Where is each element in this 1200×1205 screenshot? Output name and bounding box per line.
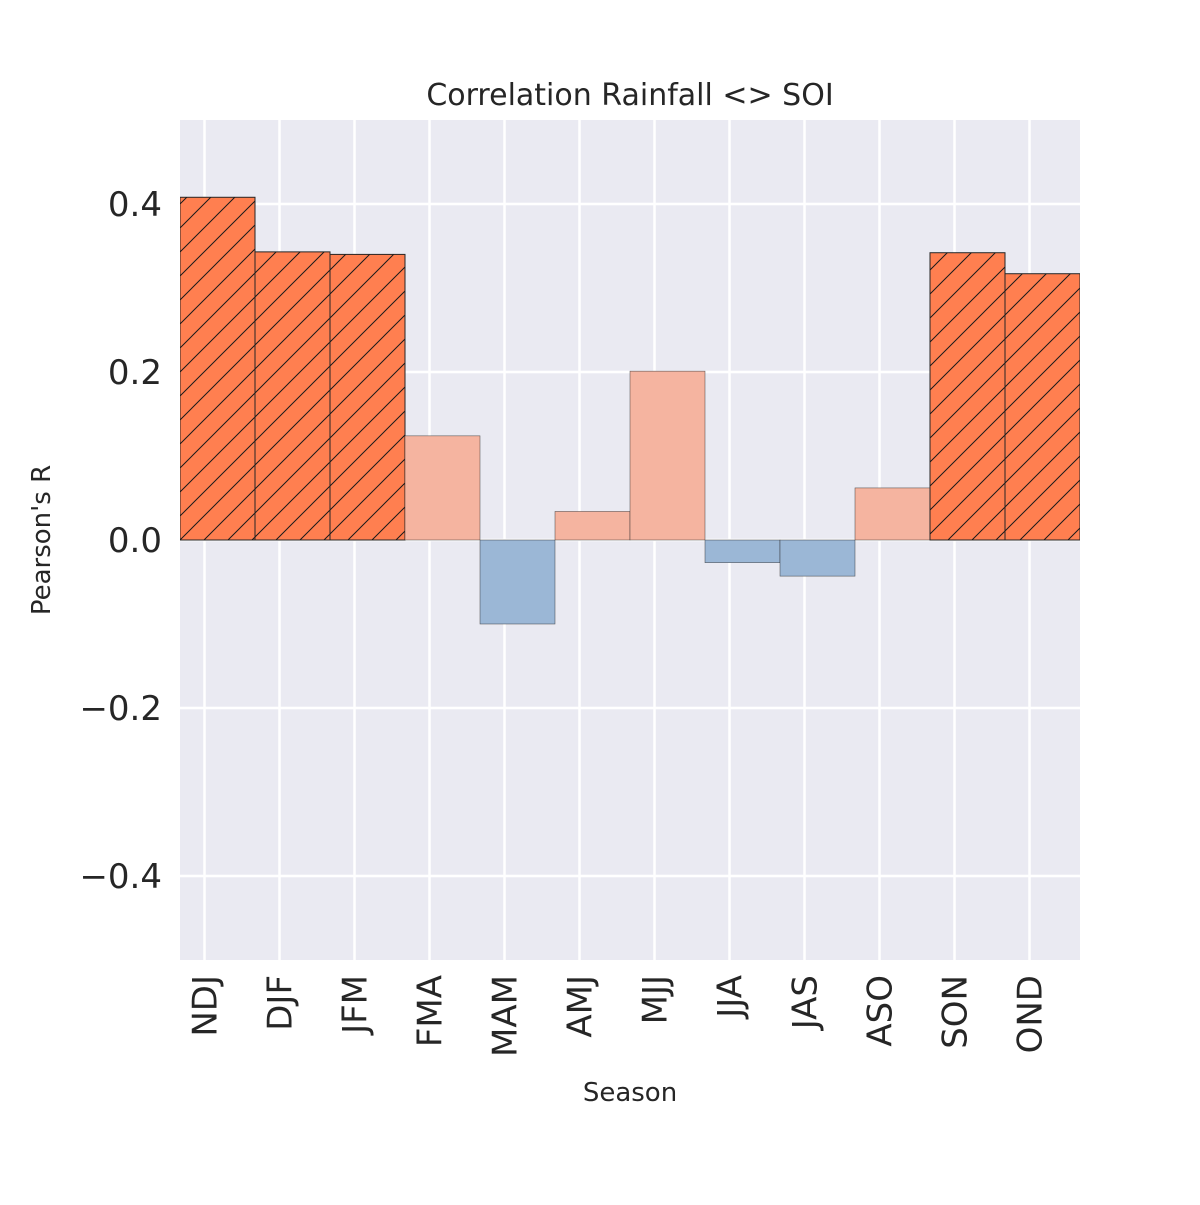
y-tick-label: 0.0: [108, 521, 162, 561]
x-tick-label: AMJ: [561, 975, 601, 1038]
bar-jas: [779, 539, 856, 577]
x-tick-label: MAM: [486, 975, 526, 1057]
bar-hatch-ond: [1005, 273, 1080, 540]
bar-hatch-jfm: [330, 254, 405, 540]
y-tick-label: 0.4: [108, 185, 162, 225]
y-tick-label: 0.2: [108, 353, 162, 393]
x-tick-label: OND: [1011, 975, 1051, 1053]
x-tick-label: ASO: [861, 975, 901, 1047]
x-tick-label: SON: [936, 975, 976, 1049]
chart-title: Correlation Rainfall <> SOI: [426, 78, 833, 113]
x-tick-labels: NDJ DJF JFM FMA MAM AMJ MJJ JJA JAS ASO SON OND: [186, 975, 1051, 1057]
x-tick-label: JJA: [711, 975, 751, 1020]
bar-aso: [854, 487, 931, 541]
x-tick-label: NDJ: [186, 975, 226, 1037]
x-tick-label: DJF: [261, 975, 301, 1031]
x-tick-label: MJJ: [636, 975, 676, 1024]
x-tick-label: JFM: [336, 975, 376, 1036]
y-tick-label: −0.2: [79, 689, 162, 729]
x-tick-label: JAS: [786, 975, 826, 1031]
x-axis-label: Season: [583, 1078, 677, 1108]
bar-amj: [554, 511, 631, 541]
bars: [180, 196, 1080, 625]
y-axis-label: Pearson's R: [27, 465, 57, 615]
bar-jja: [704, 539, 781, 563]
bar-fma: [404, 435, 481, 541]
bar-mjj: [629, 370, 706, 541]
bar-hatch-djf: [255, 251, 330, 540]
y-tick-labels: −0.4 −0.2 0.0 0.2 0.4: [79, 185, 162, 897]
x-tick-label: FMA: [411, 975, 451, 1047]
bar-hatch-son: [930, 252, 1005, 540]
bar-mam: [479, 539, 556, 625]
y-tick-label: −0.4: [79, 857, 162, 897]
bar-hatch-ndj: [180, 197, 255, 540]
